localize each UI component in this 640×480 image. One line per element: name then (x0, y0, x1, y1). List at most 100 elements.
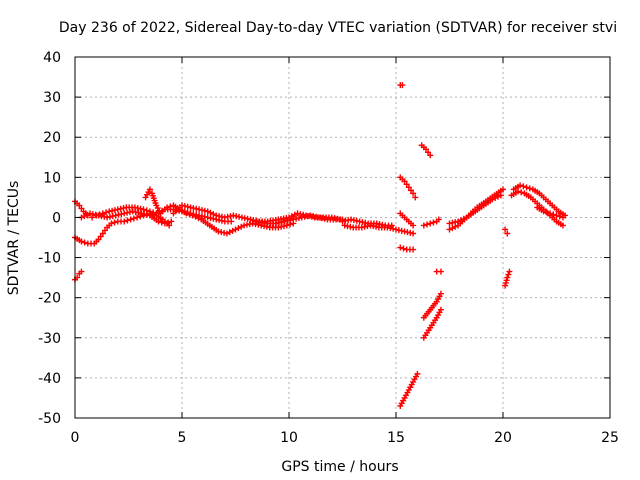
y-tick-label: 30 (43, 90, 61, 106)
data-point (155, 218, 162, 225)
data-point (167, 203, 174, 210)
data-point (449, 225, 456, 232)
x-tick-label: 0 (71, 430, 80, 446)
data-point (81, 239, 88, 246)
data-point (506, 268, 513, 275)
data-point (505, 271, 512, 278)
y-tick-label: 20 (43, 130, 61, 146)
data-point (437, 306, 444, 313)
data-point (523, 184, 530, 191)
series-arc-15b (397, 210, 417, 229)
data-point (553, 212, 560, 219)
data-point (424, 221, 431, 228)
grid (75, 57, 610, 418)
series-dot-16e (433, 268, 444, 275)
data-point (446, 226, 453, 233)
x-tick-label: 25 (601, 430, 619, 446)
y-tick-label: 40 (43, 50, 61, 66)
data-point (410, 246, 417, 253)
series-arc-16d (420, 216, 442, 229)
data-point (559, 214, 566, 221)
data-point (226, 229, 233, 236)
data-point (437, 268, 444, 275)
data-point (229, 227, 236, 234)
data-point (283, 222, 290, 229)
data-point (410, 222, 417, 229)
data-point (556, 213, 563, 220)
data-point (422, 146, 429, 153)
data-point (410, 230, 417, 237)
data-point (502, 226, 509, 233)
data-point (403, 181, 410, 188)
data-point (238, 223, 245, 230)
data-point (232, 226, 239, 233)
data-point (437, 290, 444, 297)
data-point (207, 209, 214, 216)
data-point (514, 188, 521, 195)
data-point (76, 202, 83, 209)
data-point (101, 227, 108, 234)
data-point (137, 213, 144, 220)
data-point (397, 244, 404, 251)
data-point (518, 189, 525, 196)
data-point (210, 211, 217, 218)
data-point (407, 187, 414, 194)
data-point (427, 220, 434, 227)
y-tick-label: -50 (38, 411, 61, 427)
series-arc-16a (418, 142, 434, 159)
data-point (161, 220, 168, 227)
data-point (420, 222, 427, 229)
data-point (89, 214, 96, 221)
axis-ticks: 0 5 10 15 20 25 -50 -40 -30 -20 -10 0 10 20 30 40 (38, 50, 619, 446)
data-point (435, 216, 442, 223)
series-arc-20b (502, 268, 513, 289)
data-point (127, 216, 134, 223)
series-arc-16b (420, 290, 444, 321)
data-point (497, 192, 504, 199)
data-point (559, 222, 566, 229)
data-point (164, 204, 171, 211)
y-tick-label: 0 (52, 210, 61, 226)
data-point (166, 222, 173, 229)
x-tick-label: 5 (178, 430, 187, 446)
data-point (430, 219, 437, 226)
series-arc-15c (397, 244, 417, 253)
data-point (95, 236, 102, 243)
series-arc-20c (510, 182, 569, 219)
data-point (99, 230, 106, 237)
data-point (540, 208, 547, 215)
plot-frame (74, 56, 611, 419)
data-point (500, 186, 506, 193)
data-point (183, 210, 190, 217)
y-tick-label: 10 (43, 170, 61, 186)
series-dot-20a (502, 226, 511, 237)
data-point (204, 208, 211, 215)
data-point (400, 245, 407, 252)
data-point (121, 218, 128, 225)
data-point (130, 215, 137, 222)
data-series (72, 82, 569, 409)
data-point (414, 370, 421, 377)
data-point (547, 210, 554, 217)
data-point (111, 219, 118, 226)
series-arc-15d (397, 370, 421, 409)
data-point (550, 211, 557, 218)
data-point (410, 190, 417, 197)
data-point (425, 149, 432, 156)
y-tick-label: -40 (38, 371, 61, 387)
data-point (78, 205, 85, 212)
data-point (517, 182, 524, 189)
x-tick-label: 10 (280, 430, 298, 446)
data-point (124, 217, 131, 224)
x-axis-title: GPS time / hours (281, 459, 398, 475)
chart-title: Day 236 of 2022, Sidereal Day-to-day VTE… (59, 20, 617, 36)
series-arc-c (78, 208, 175, 227)
data-point (186, 211, 193, 218)
data-point (543, 209, 550, 216)
y-axis-title: SDTVAR / TECUs (6, 181, 22, 296)
series-arc-17b (446, 192, 504, 227)
x-tick-label: 15 (387, 430, 405, 446)
series-arc-d (142, 186, 297, 237)
data-point (504, 230, 511, 237)
